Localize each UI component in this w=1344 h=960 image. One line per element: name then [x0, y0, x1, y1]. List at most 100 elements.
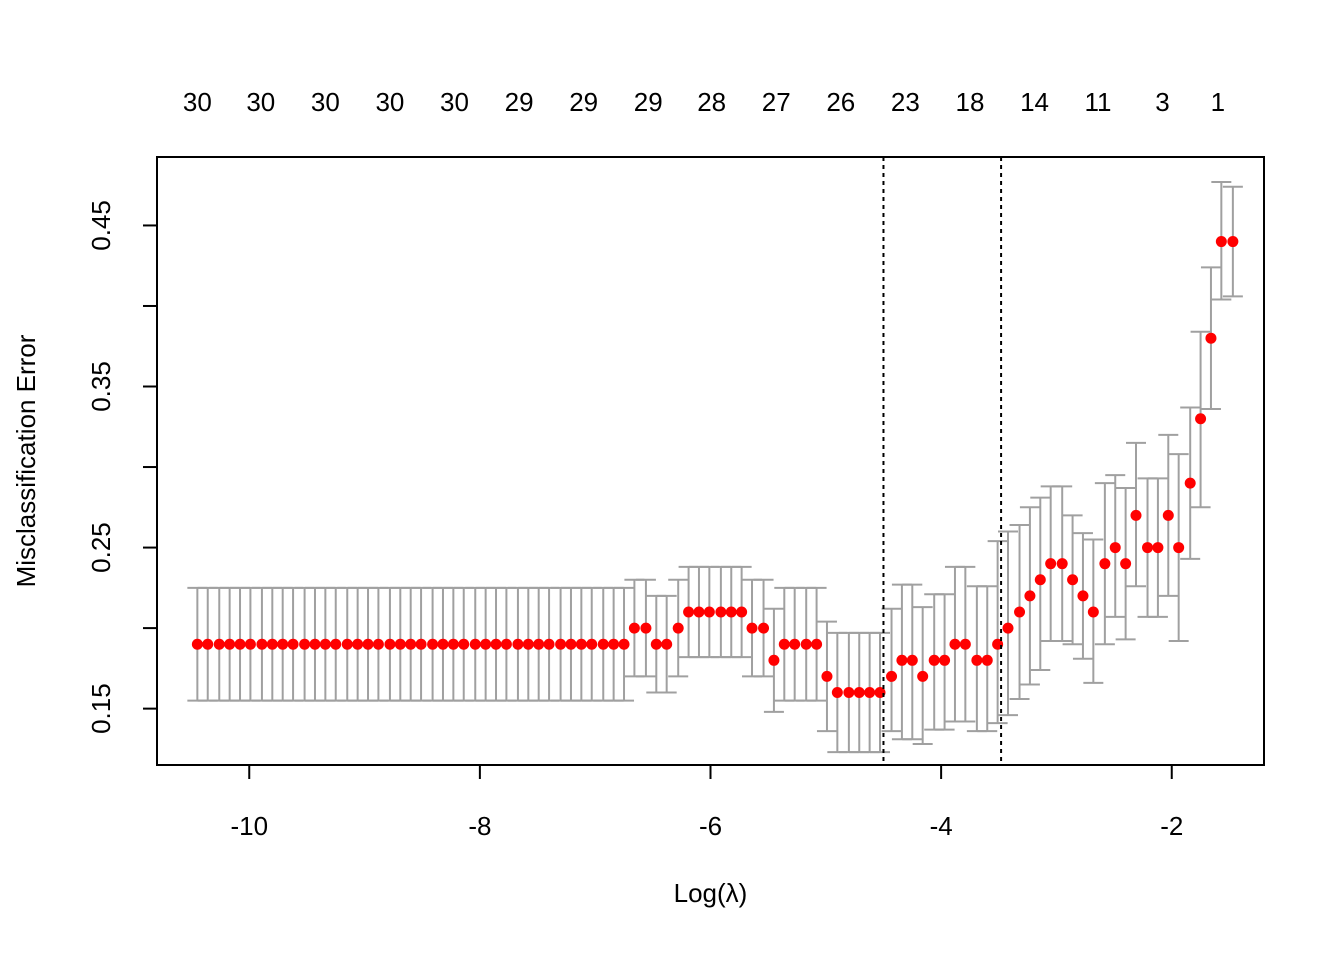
data-point	[1014, 606, 1026, 618]
data-point	[372, 638, 384, 650]
error-bar	[881, 607, 902, 733]
y-tick-label: 0.45	[86, 200, 116, 251]
x-tick-label: -10	[230, 811, 268, 841]
x-tick-label: -8	[468, 811, 491, 841]
data-point	[906, 654, 918, 666]
data-point	[427, 638, 439, 650]
data-point	[1087, 606, 1099, 618]
data-point	[213, 638, 225, 650]
y-tick-label: 0.25	[86, 522, 116, 573]
data-point	[447, 638, 459, 650]
top-axis-label: 28	[697, 87, 726, 117]
top-axis-label: 29	[634, 87, 663, 117]
data-point	[224, 638, 236, 650]
data-point	[277, 638, 289, 650]
data-point	[778, 638, 790, 650]
top-axis-label: 23	[891, 87, 920, 117]
data-point	[843, 687, 855, 699]
data-point	[949, 638, 961, 650]
top-axis-label: 29	[569, 87, 598, 117]
data-point	[341, 638, 353, 650]
data-point	[1195, 413, 1207, 425]
top-axis-label: 27	[762, 87, 791, 117]
data-point	[1152, 542, 1164, 554]
top-axis-label: 3	[1155, 87, 1169, 117]
data-point	[362, 638, 374, 650]
reference-lines	[882, 157, 1003, 765]
top-axis-label: 14	[1020, 87, 1049, 117]
y-tick-label: 0.15	[86, 683, 116, 734]
x-axis-title: Log(λ)	[674, 878, 748, 908]
data-point	[1002, 622, 1014, 634]
top-axis-label: 30	[440, 87, 469, 117]
data-point	[672, 622, 684, 634]
data-point	[1130, 509, 1142, 521]
data-point	[384, 638, 396, 650]
x-axis: -10 -8 -6 -4 -2	[230, 764, 1183, 841]
data-point	[864, 687, 876, 699]
data-point	[330, 638, 342, 650]
data-point	[853, 687, 865, 699]
data-point	[693, 606, 705, 618]
y-tick-label: 0.35	[86, 361, 116, 412]
data-point	[800, 638, 812, 650]
y-axis-title: Misclassification Error	[11, 334, 41, 587]
data-point	[266, 638, 278, 650]
data-point	[480, 638, 492, 650]
data-point	[299, 638, 311, 650]
data-point	[309, 638, 321, 650]
data-point	[640, 622, 652, 634]
data-point	[437, 638, 449, 650]
top-axis-label: 26	[826, 87, 855, 117]
data-point	[821, 670, 833, 682]
data-point	[565, 638, 577, 650]
x-tick-label: -6	[699, 811, 722, 841]
data-point	[191, 638, 203, 650]
data-point	[736, 606, 748, 618]
data-point	[1162, 509, 1174, 521]
data-point	[394, 638, 406, 650]
data-point	[1205, 332, 1217, 344]
top-axis-label: 30	[375, 87, 404, 117]
top-axis-label: 29	[505, 87, 534, 117]
data-point	[287, 638, 299, 650]
top-axis-label: 18	[955, 87, 984, 117]
data-point	[1215, 236, 1227, 248]
data-point	[768, 654, 780, 666]
data-point	[715, 606, 727, 618]
data-point	[256, 638, 268, 650]
data-point	[319, 638, 331, 650]
data-point	[415, 638, 427, 650]
data-point	[831, 687, 843, 699]
top-axis-label: 1	[1211, 87, 1225, 117]
data-point	[405, 638, 417, 650]
error-bars	[187, 180, 1243, 754]
data-point	[661, 638, 673, 650]
data-point	[1227, 236, 1239, 248]
top-axis-label: 30	[246, 87, 275, 117]
data-point	[811, 638, 823, 650]
data-point	[928, 654, 940, 666]
data-point	[352, 638, 364, 650]
error-bar	[987, 540, 1008, 725]
data-point	[725, 606, 737, 618]
data-point	[1109, 542, 1121, 554]
data-point	[543, 638, 555, 650]
x-tick-label: -4	[930, 811, 953, 841]
data-point	[1120, 558, 1132, 570]
data-point	[650, 638, 662, 650]
data-point	[575, 638, 587, 650]
data-point	[683, 606, 695, 618]
data-point	[202, 638, 214, 650]
data-point	[746, 622, 758, 634]
data-point	[618, 638, 630, 650]
data-point	[586, 638, 598, 650]
data-point	[1024, 590, 1036, 602]
data-point	[512, 638, 524, 650]
top-axis-nonzero-counts: 30 30 30 30 30 29 29 29 28 27 26 23 18 14 11 3 1	[183, 87, 1225, 117]
data-point	[628, 622, 640, 634]
data-points	[191, 236, 1239, 699]
data-point	[458, 638, 470, 650]
data-point	[490, 638, 502, 650]
data-point	[1056, 558, 1068, 570]
